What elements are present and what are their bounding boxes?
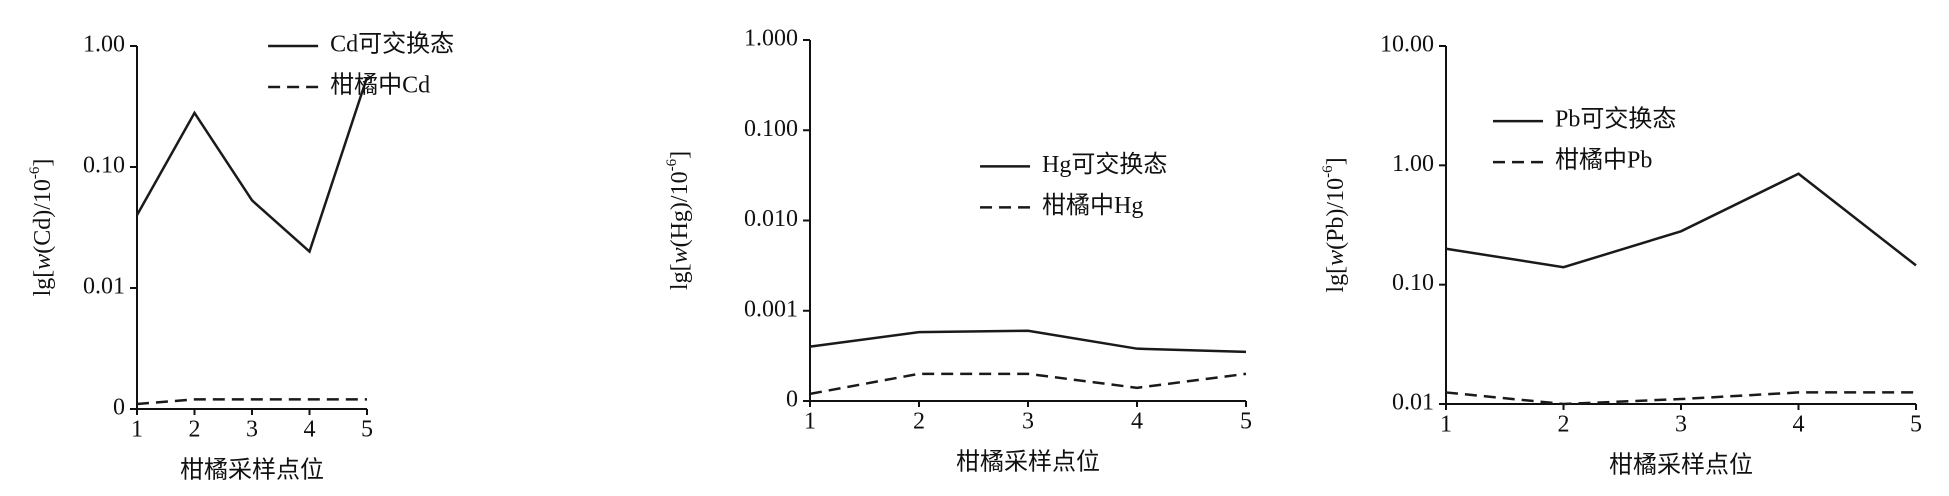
axes (1445, 46, 1916, 405)
data-line (809, 329, 1247, 354)
y-axis-label: lg[w(Cd)/10-6] (27, 159, 55, 297)
legend-label: 柑橘中Cd (330, 72, 430, 99)
x-tick-label: 1 (1440, 412, 1452, 438)
y-tick-label: 0.01 (83, 274, 125, 300)
y-axis-label-part: w (30, 254, 56, 270)
data-line (135, 77, 369, 254)
x-axis-label: 柑橘采样点位 (180, 457, 324, 484)
x-tick-label: 5 (361, 417, 373, 443)
y-axis-label-part: lg[ (667, 263, 693, 290)
x-tick-label: 3 (1675, 412, 1687, 438)
y-axis-label-part: lg[ (1323, 266, 1349, 293)
y-axis-label-part: -6 (1320, 165, 1336, 178)
y-tick-label: 0.010 (744, 206, 798, 232)
y-axis-label-part: w (667, 247, 693, 263)
x-tick-label: 4 (1131, 409, 1143, 435)
y-tick-label: 0.001 (744, 296, 798, 322)
x-axis-label: 柑橘采样点位 (956, 449, 1100, 476)
x-tick-label: 3 (246, 417, 258, 443)
y-axis-label-part: -6 (27, 166, 43, 179)
y-tick-label: 0.01 (1392, 390, 1434, 416)
y-axis-label: lg[w(Hg)/10-6] (664, 151, 692, 290)
x-tick-label: 2 (1558, 412, 1570, 438)
y-axis-label-part: -6 (664, 158, 680, 171)
legend-label: 柑橘中Hg (1042, 192, 1143, 219)
y-axis-label-part: ] (30, 159, 56, 167)
y-tick-label: 0.100 (744, 116, 798, 142)
y-tick-label: 10.00 (1380, 32, 1434, 58)
x-tick-label: 5 (1910, 412, 1922, 438)
y-axis-label-part: ] (1323, 157, 1349, 165)
axes (136, 46, 367, 410)
y-tick-label: 0.10 (83, 153, 125, 179)
y-tick-label: 0 (113, 395, 125, 421)
y-axis-label-part: (Cd)/10 (30, 179, 56, 254)
data-line (1445, 172, 1917, 269)
x-axis-label: 柑橘采样点位 (1609, 452, 1753, 479)
data-line (809, 372, 1247, 396)
legend-label: Pb可交换态 (1555, 106, 1676, 133)
data-line (136, 398, 367, 406)
legend-label: 柑橘中Pb (1555, 147, 1652, 174)
x-tick-label: 5 (1240, 409, 1252, 435)
y-tick-label: 1.00 (83, 32, 125, 58)
y-tick-label: 1.00 (1392, 151, 1434, 177)
x-tick-label: 2 (189, 417, 201, 443)
legend-label: Hg可交换态 (1042, 151, 1167, 178)
y-axis-label: lg[w(Pb)/10-6] (1320, 157, 1348, 292)
x-tick-label: 4 (304, 417, 316, 443)
y-tick-label: 0 (786, 387, 798, 413)
x-tick-label: 1 (804, 409, 816, 435)
x-tick-label: 2 (913, 409, 925, 435)
data-line (1445, 391, 1916, 406)
x-tick-label: 1 (131, 417, 143, 443)
y-tick-label: 0.10 (1392, 270, 1434, 296)
y-axis-label-part: w (1323, 250, 1349, 266)
y-axis-label-part: (Pb)/10 (1323, 178, 1349, 250)
y-axis-label-part: (Hg)/10 (667, 171, 693, 247)
legend-label: Cd可交换态 (330, 31, 454, 58)
axes (809, 40, 1246, 402)
y-axis-label-part: lg[ (30, 270, 56, 297)
y-tick-label: 1.000 (744, 26, 798, 52)
x-tick-label: 4 (1793, 412, 1805, 438)
y-axis-label-part: ] (667, 151, 693, 159)
x-tick-label: 3 (1022, 409, 1034, 435)
